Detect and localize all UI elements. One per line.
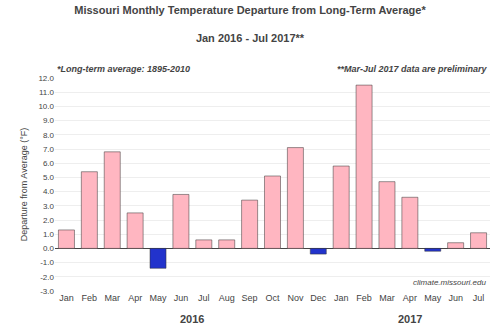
svg-text:Jan 2016 - Jul 2017**: Jan 2016 - Jul 2017**	[196, 32, 305, 44]
svg-text:-3.0: -3.0	[40, 287, 54, 296]
svg-text:10.0: 10.0	[38, 102, 54, 111]
svg-text:Jun: Jun	[174, 293, 189, 303]
svg-text:Sep: Sep	[242, 293, 258, 303]
svg-text:-2.0: -2.0	[40, 273, 54, 282]
svg-text:1.0: 1.0	[43, 230, 55, 239]
svg-text:8.0: 8.0	[43, 131, 55, 140]
svg-text:3.0: 3.0	[43, 202, 55, 211]
svg-text:Apr: Apr	[128, 293, 142, 303]
svg-text:11.0: 11.0	[39, 88, 55, 97]
svg-text:Feb: Feb	[82, 293, 98, 303]
svg-text:Departure from Average (°F): Departure from Average (°F)	[19, 128, 29, 241]
svg-text:climate.missouri.edu: climate.missouri.edu	[413, 278, 486, 287]
svg-text:5.0: 5.0	[43, 173, 55, 182]
svg-text:**Mar-Jul 2017 data are prelim: **Mar-Jul 2017 data are preliminary	[337, 64, 488, 74]
svg-text:Feb: Feb	[356, 293, 372, 303]
svg-text:0.0: 0.0	[43, 244, 55, 253]
svg-text:Jan: Jan	[59, 293, 74, 303]
svg-text:Jul: Jul	[198, 293, 210, 303]
svg-text:Jul: Jul	[473, 293, 485, 303]
svg-text:May: May	[424, 293, 442, 303]
svg-text:Dec: Dec	[310, 293, 327, 303]
svg-text:9.0: 9.0	[43, 116, 55, 125]
svg-text:Apr: Apr	[403, 293, 417, 303]
svg-text:Nov: Nov	[287, 293, 304, 303]
svg-text:Mar: Mar	[379, 293, 395, 303]
svg-text:Jan: Jan	[334, 293, 349, 303]
svg-text:Jun: Jun	[448, 293, 463, 303]
svg-text:May: May	[150, 293, 168, 303]
svg-text:-1.0: -1.0	[40, 258, 54, 267]
svg-text:6.0: 6.0	[43, 159, 55, 168]
svg-text:2016: 2016	[180, 313, 204, 325]
svg-text:Aug: Aug	[219, 293, 235, 303]
svg-text:2.0: 2.0	[43, 216, 55, 225]
svg-text:4.0: 4.0	[43, 187, 55, 196]
svg-text:Mar: Mar	[104, 293, 120, 303]
svg-text:*Long-term average: 1895-2010: *Long-term average: 1895-2010	[57, 64, 190, 74]
svg-text:Missouri Monthly Temperature D: Missouri Monthly Temperature Departure f…	[74, 4, 426, 16]
svg-text:7.0: 7.0	[43, 145, 55, 154]
svg-text:Oct: Oct	[265, 293, 280, 303]
svg-text:2017: 2017	[398, 313, 422, 325]
svg-text:12.0: 12.0	[38, 74, 54, 83]
